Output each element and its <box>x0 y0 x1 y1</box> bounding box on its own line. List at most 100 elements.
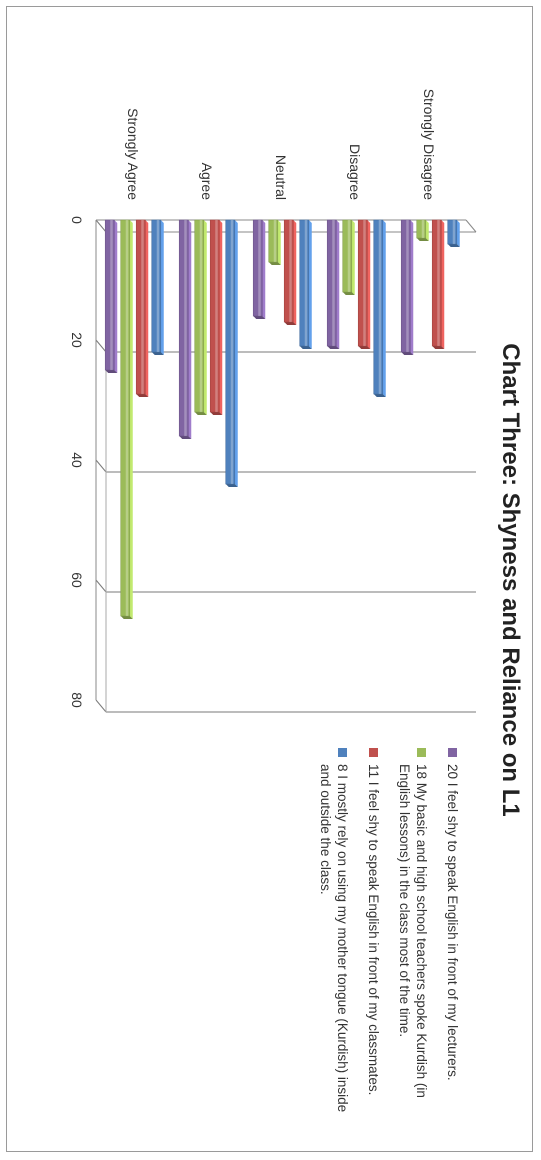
legend-label: 11 I feel shy to speak English in front … <box>366 764 381 1096</box>
chart-legend: 20 I feel shy to speak English in front … <box>303 748 461 1128</box>
bar <box>342 219 353 293</box>
bar-top <box>160 220 164 355</box>
bar <box>357 219 368 347</box>
bar <box>299 219 310 347</box>
bar-highlight <box>273 220 277 262</box>
gridline-floor <box>95 339 107 353</box>
legend-swatch <box>448 748 457 757</box>
bar-top <box>382 220 386 397</box>
bar-top <box>219 220 223 415</box>
bar-end <box>327 346 340 349</box>
chart-frame <box>6 6 533 1152</box>
y-tick-label: 60 <box>69 572 85 588</box>
category-label: Neutral <box>273 155 289 200</box>
legend-swatch <box>369 748 378 757</box>
bar-end <box>253 316 266 319</box>
bar-end <box>447 244 460 247</box>
bar-top <box>188 220 192 439</box>
bar <box>400 219 411 353</box>
y-tick-label: 20 <box>69 332 85 348</box>
bar-highlight <box>110 220 113 370</box>
bar-end <box>373 394 386 397</box>
gridline-floor <box>95 579 107 593</box>
bar-end <box>401 352 414 355</box>
bar-top <box>114 220 118 373</box>
bar-highlight <box>363 220 366 346</box>
bar-top <box>262 220 266 319</box>
bar <box>283 219 294 323</box>
bar-end <box>151 352 164 355</box>
gridline-floor <box>95 699 107 713</box>
bar-end <box>194 412 207 415</box>
bar-highlight <box>230 220 234 484</box>
bar-top <box>293 220 297 325</box>
bar <box>373 219 384 395</box>
category-label: Agree <box>199 163 215 201</box>
legend-label: 18 My basic and high school teachers spo… <box>397 764 429 1098</box>
bar-top <box>145 220 149 397</box>
bar-end <box>105 370 118 373</box>
legend-item: 18 My basic and high school teachers spo… <box>396 748 430 1128</box>
bar-highlight <box>437 220 440 346</box>
bar-top <box>425 220 429 241</box>
bar-end <box>225 484 238 487</box>
bar-top <box>234 220 238 487</box>
bar-highlight <box>141 220 144 394</box>
bar-highlight <box>304 220 308 346</box>
bar-highlight <box>184 220 187 436</box>
bar-end <box>284 322 297 325</box>
bar-end <box>299 346 312 349</box>
bar <box>151 219 162 353</box>
y-tick-label: 40 <box>69 452 85 468</box>
bar-highlight <box>332 220 335 346</box>
bar-highlight <box>421 220 425 238</box>
legend-item: 11 I feel shy to speak English in front … <box>365 748 382 1128</box>
bar-highlight <box>452 220 456 244</box>
y-tick-label: 80 <box>69 692 85 708</box>
bar-end <box>136 394 149 397</box>
legend-label: 20 I feel shy to speak English in front … <box>445 764 460 1081</box>
bar <box>209 219 220 413</box>
legend-swatch <box>338 748 347 757</box>
legend-label: 8 I mostly rely on using my mother tongu… <box>318 764 350 1113</box>
legend-item: 8 I mostly rely on using my mother tongu… <box>317 748 351 1128</box>
bar-top <box>410 220 414 355</box>
bar-highlight <box>258 220 261 316</box>
chart-title: Chart Three: Shyness and Reliance on L1 <box>497 343 524 816</box>
bar-top <box>336 220 340 349</box>
bar <box>252 219 263 317</box>
bar <box>104 219 115 371</box>
bar <box>178 219 189 437</box>
bar-top <box>129 220 133 619</box>
bar-end <box>268 262 281 265</box>
bar-end <box>342 292 355 295</box>
bar-highlight <box>289 220 292 322</box>
bar-top <box>277 220 281 265</box>
bar <box>326 219 337 347</box>
bar-highlight <box>156 220 160 352</box>
bar-top <box>367 220 371 349</box>
bar <box>194 219 205 413</box>
axis-corner <box>465 219 477 233</box>
bar-top <box>456 220 460 247</box>
bar-end <box>179 436 192 439</box>
category-label: Strongly Agree <box>125 108 141 200</box>
bar-highlight <box>378 220 382 394</box>
bar-end <box>120 616 133 619</box>
category-label: Strongly Disagree <box>421 89 437 200</box>
bar-highlight <box>199 220 203 412</box>
legend-item: 20 I feel shy to speak English in front … <box>444 748 461 1128</box>
bar-highlight <box>215 220 218 412</box>
bar <box>225 219 236 485</box>
bar-end <box>210 412 223 415</box>
bar-end <box>432 346 445 349</box>
bar-top <box>308 220 312 349</box>
gridline-floor <box>95 219 107 233</box>
bar <box>120 219 131 617</box>
bar <box>447 219 458 245</box>
bar-highlight <box>347 220 351 292</box>
bar-highlight <box>406 220 409 352</box>
bar-end <box>358 346 371 349</box>
